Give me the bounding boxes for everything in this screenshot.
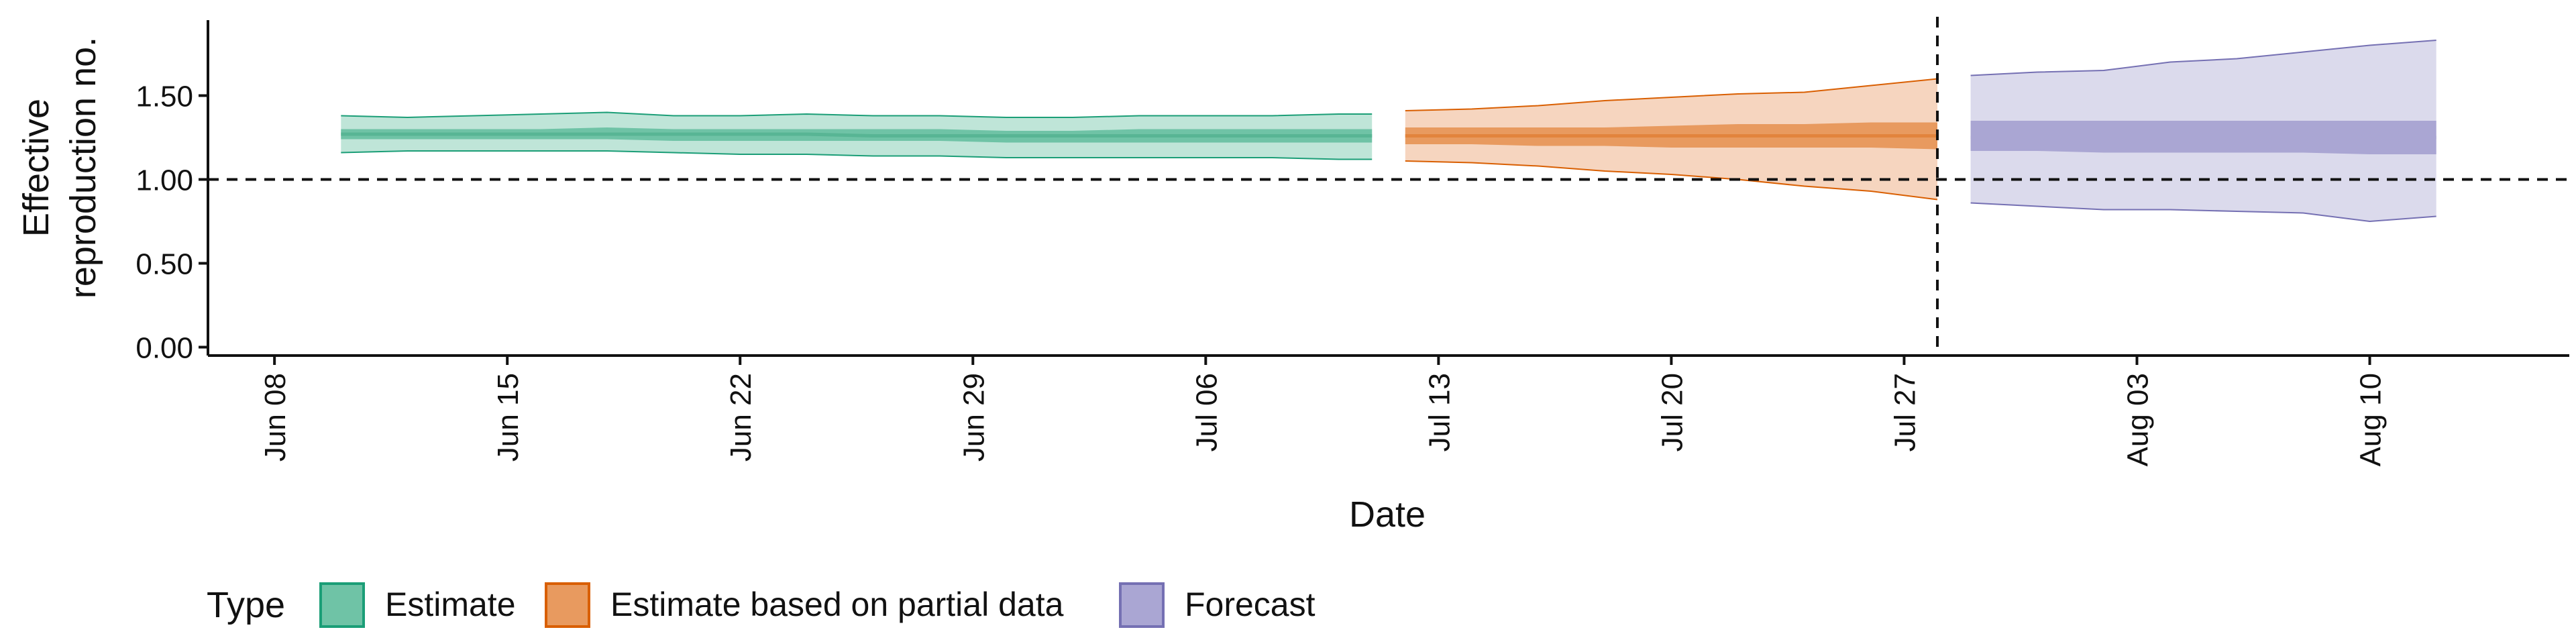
legend-key-forecast bbox=[1119, 582, 1165, 628]
axes bbox=[207, 20, 2569, 357]
x-tick-label: Jul 06 bbox=[1190, 373, 1223, 451]
plot-area bbox=[341, 40, 2436, 223]
legend-label-estimate: Estimate bbox=[385, 586, 516, 623]
y-tick-label: 1.50 bbox=[136, 80, 193, 113]
legend-label-forecast: Forecast bbox=[1185, 586, 1316, 623]
x-tick-label: Jun 29 bbox=[957, 373, 990, 462]
x-tick-label: Aug 10 bbox=[2355, 373, 2387, 466]
x-tick-label: Jun 15 bbox=[492, 373, 525, 462]
series-2-outer-upper-edge bbox=[1970, 40, 2436, 76]
series-1-outer-lower-edge bbox=[1405, 160, 1938, 201]
x-tick-label: Aug 03 bbox=[2122, 373, 2155, 466]
y-axis-title: Effective reproduction no. bbox=[16, 37, 103, 299]
y-tick-label: 0.00 bbox=[136, 332, 193, 365]
y-tick-label: 1.00 bbox=[136, 164, 193, 197]
reference-lines bbox=[208, 17, 2569, 356]
legend: Type Estimate Estimate based on partial … bbox=[207, 582, 1316, 628]
y-axis-title-line-2: reproduction no. bbox=[63, 37, 103, 299]
y-tick-label: 0.50 bbox=[136, 248, 193, 281]
legend-label-partial: Estimate based on partial data bbox=[610, 586, 1064, 623]
x-axis-ticks: Jun 08 Jun 15 Jun 22 Jun 29 Jul 06 Jul 13 Jul … bbox=[259, 356, 2387, 466]
x-tick-label: Jul 27 bbox=[1889, 373, 1922, 451]
series-2 bbox=[1970, 40, 2436, 223]
legend-key-partial bbox=[545, 582, 590, 628]
x-tick-label: Jun 08 bbox=[259, 373, 292, 462]
y-axis-ticks: 0.00 0.50 1.00 1.50 bbox=[136, 80, 208, 365]
series-1 bbox=[1405, 78, 1938, 201]
series-0-median-line bbox=[341, 132, 1373, 138]
legend-title: Type bbox=[207, 585, 285, 625]
series-1-outer-upper-edge bbox=[1405, 78, 1938, 111]
x-tick-label: Jul 13 bbox=[1423, 373, 1456, 451]
x-tick-label: Jul 20 bbox=[1656, 373, 1688, 451]
series-0-outer-upper-edge bbox=[341, 111, 1373, 119]
x-tick-label: Jun 22 bbox=[724, 373, 757, 462]
y-axis-title-line-1: Effective bbox=[16, 99, 56, 237]
series-0 bbox=[341, 111, 1373, 160]
series-0-outer-lower-edge bbox=[341, 150, 1373, 160]
x-axis-title: Date bbox=[1349, 494, 1426, 535]
legend-key-estimate bbox=[319, 582, 365, 628]
series-2-outer-lower-edge bbox=[1970, 202, 2436, 223]
